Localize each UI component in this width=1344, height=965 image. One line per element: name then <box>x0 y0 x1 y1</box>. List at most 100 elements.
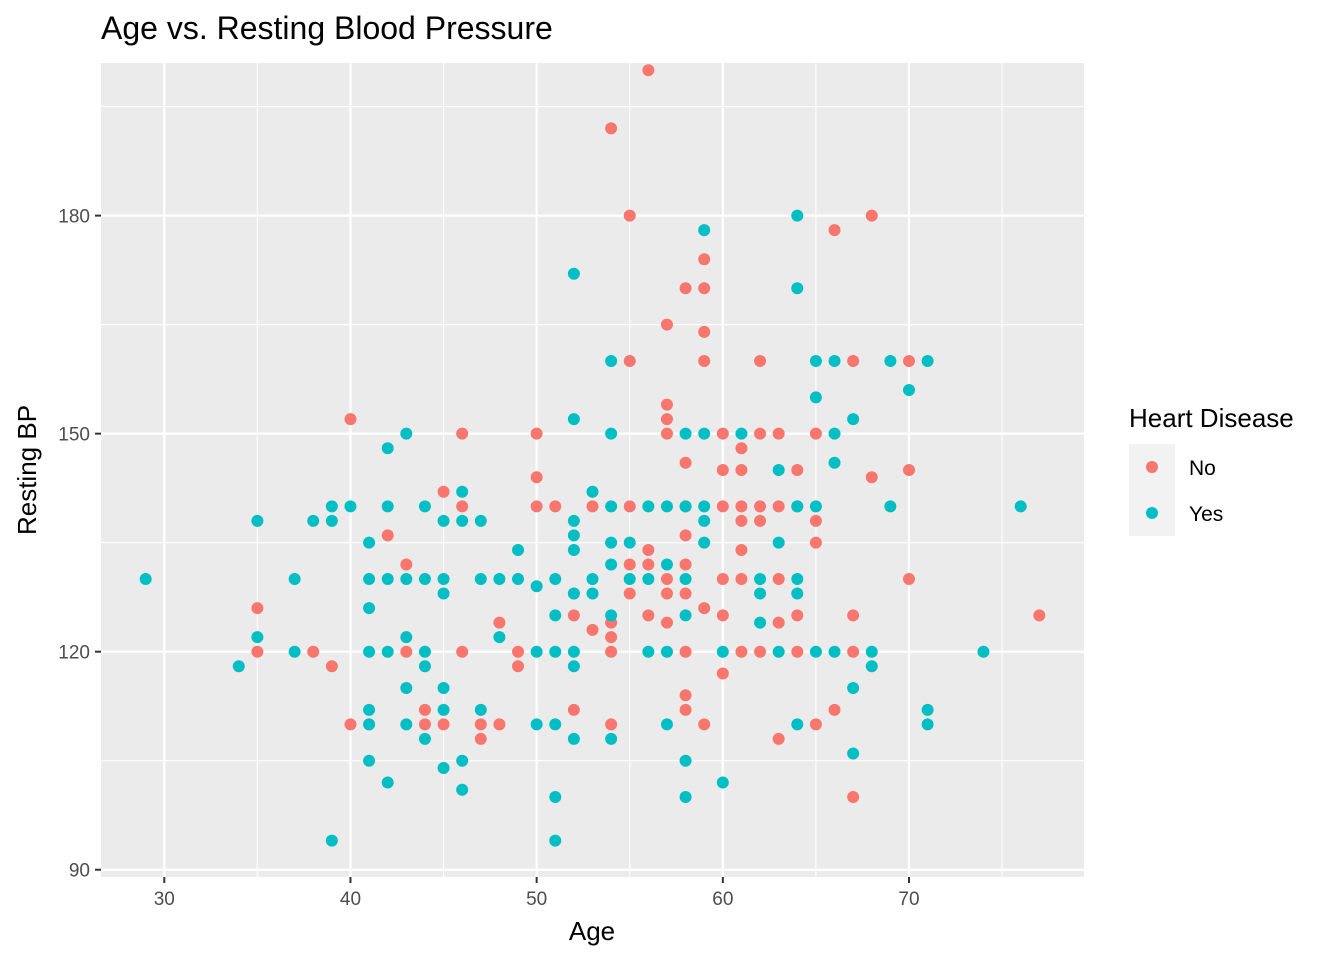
data-point-yes <box>567 267 580 280</box>
data-point-yes <box>679 500 692 513</box>
data-point-no <box>381 529 394 542</box>
data-point-yes <box>418 645 431 658</box>
data-point-no <box>679 703 692 716</box>
data-point-yes <box>400 682 413 695</box>
data-point-yes <box>549 573 562 586</box>
data-point-yes <box>1014 500 1027 513</box>
x-tick-label: 50 <box>526 889 547 910</box>
data-point-no <box>418 703 431 716</box>
data-point-yes <box>437 761 450 774</box>
data-point-no <box>772 573 785 586</box>
data-point-yes <box>605 500 618 513</box>
data-point-no <box>1033 609 1046 622</box>
x-tick-label: 30 <box>154 889 175 910</box>
data-point-yes <box>623 573 636 586</box>
data-point-yes <box>605 536 618 549</box>
data-point-yes <box>400 718 413 731</box>
data-point-no <box>586 623 599 636</box>
data-point-no <box>847 609 860 622</box>
legend-label-yes: Yes <box>1189 503 1223 526</box>
data-point-yes <box>679 427 692 440</box>
data-point-no <box>456 645 469 658</box>
data-point-yes <box>549 645 562 658</box>
data-point-yes <box>363 602 376 615</box>
data-point-yes <box>716 645 729 658</box>
data-point-no <box>660 398 673 411</box>
data-point-yes <box>828 456 841 469</box>
data-point-yes <box>605 427 618 440</box>
data-point-yes <box>363 536 376 549</box>
data-point-yes <box>363 754 376 767</box>
data-point-yes <box>772 464 785 476</box>
data-point-yes <box>642 645 655 658</box>
data-point-yes <box>660 645 673 658</box>
legend-title: Heart Disease <box>1129 403 1294 433</box>
data-point-no <box>679 456 692 469</box>
data-point-yes <box>679 754 692 767</box>
data-point-yes <box>381 573 394 586</box>
data-point-yes <box>567 543 580 556</box>
x-axis: 30 40 50 60 70 <box>154 877 920 910</box>
data-point-no <box>716 464 729 476</box>
data-point-no <box>809 718 822 731</box>
data-point-yes <box>847 747 860 760</box>
data-point-no <box>847 354 860 367</box>
data-point-yes <box>754 616 767 629</box>
data-point-yes <box>381 500 394 513</box>
data-point-no <box>344 413 357 426</box>
data-point-yes <box>809 645 822 658</box>
data-point-no <box>660 427 673 440</box>
data-point-yes <box>605 354 618 367</box>
data-point-no <box>754 645 767 658</box>
plot-panel <box>101 63 1084 877</box>
data-point-no <box>456 427 469 440</box>
data-point-no <box>623 354 636 367</box>
data-point-no <box>735 442 748 455</box>
data-point-yes <box>381 776 394 789</box>
data-point-yes <box>772 645 785 658</box>
x-tick-label: 40 <box>340 889 361 910</box>
data-point-yes <box>698 536 711 549</box>
data-point-no <box>754 354 767 367</box>
data-point-no <box>660 413 673 426</box>
data-point-no <box>772 616 785 629</box>
data-point-no <box>660 587 673 600</box>
data-point-no <box>698 718 711 731</box>
data-point-yes <box>363 573 376 586</box>
data-point-no <box>493 718 506 731</box>
data-point-yes <box>698 224 711 237</box>
data-point-yes <box>586 573 599 586</box>
data-point-yes <box>698 427 711 440</box>
data-point-yes <box>809 391 822 404</box>
data-point-no <box>716 500 729 513</box>
data-point-no <box>623 558 636 571</box>
data-point-yes <box>139 573 152 586</box>
data-point-no <box>642 609 655 622</box>
data-point-yes <box>400 427 413 440</box>
data-point-no <box>698 354 711 367</box>
x-axis-title: Age <box>569 916 615 946</box>
data-point-no <box>698 602 711 615</box>
data-point-no <box>865 209 878 222</box>
data-point-yes <box>605 609 618 622</box>
data-point-yes <box>567 587 580 600</box>
data-point-no <box>660 573 673 586</box>
data-point-yes <box>884 354 897 367</box>
data-point-no <box>605 631 618 644</box>
data-point-yes <box>418 732 431 745</box>
data-point-no <box>735 464 748 476</box>
data-point-no <box>437 485 450 498</box>
y-axis-title: Resting BP <box>12 405 42 535</box>
data-point-no <box>493 616 506 629</box>
legend: Heart Disease No Yes <box>1129 403 1294 536</box>
data-point-yes <box>493 631 506 644</box>
data-point-no <box>605 122 618 135</box>
data-point-yes <box>363 718 376 731</box>
data-point-yes <box>679 573 692 586</box>
data-point-no <box>902 464 915 476</box>
data-point-yes <box>716 776 729 789</box>
x-tick-label: 60 <box>712 889 733 910</box>
data-point-yes <box>698 500 711 513</box>
data-point-yes <box>530 580 543 593</box>
data-point-no <box>586 500 599 513</box>
